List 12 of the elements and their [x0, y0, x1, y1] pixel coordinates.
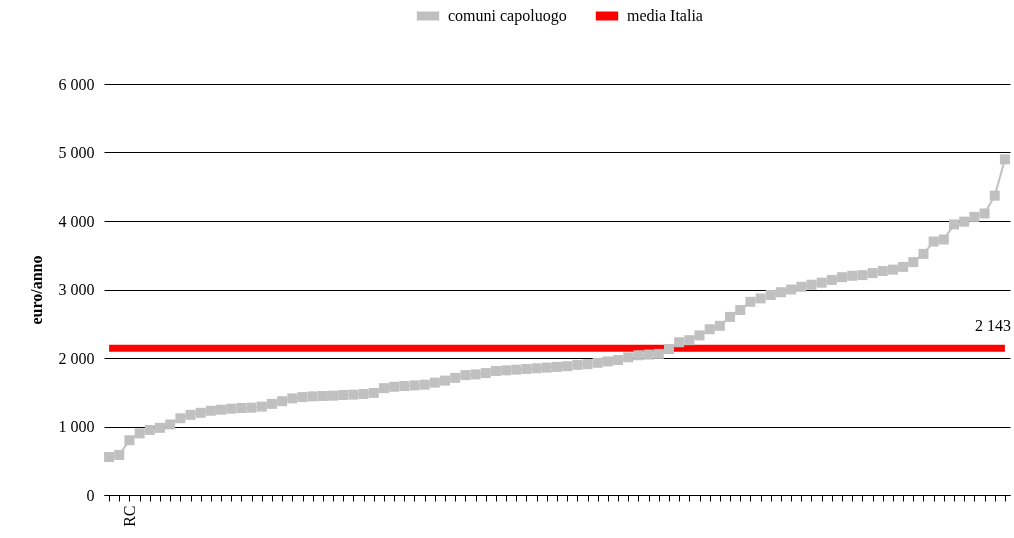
- x-tick-label: RC: [120, 505, 138, 527]
- data-label: 2 143: [974, 317, 1011, 335]
- y-tick-label: 3 000: [58, 281, 95, 298]
- y-tick-label: 1 000: [58, 418, 95, 435]
- legend-label: media Italia: [627, 7, 703, 24]
- y-axis-title: euro/anno: [27, 255, 45, 325]
- y-tick-label: 6 000: [58, 75, 95, 93]
- y-tick-label: 0: [86, 486, 95, 504]
- y-tick-label: 5 000: [58, 144, 95, 161]
- y-tick-label: 4 000: [58, 212, 95, 230]
- legend-label: comuni capoluogo: [448, 7, 567, 25]
- y-tick-label: 2 000: [58, 349, 95, 367]
